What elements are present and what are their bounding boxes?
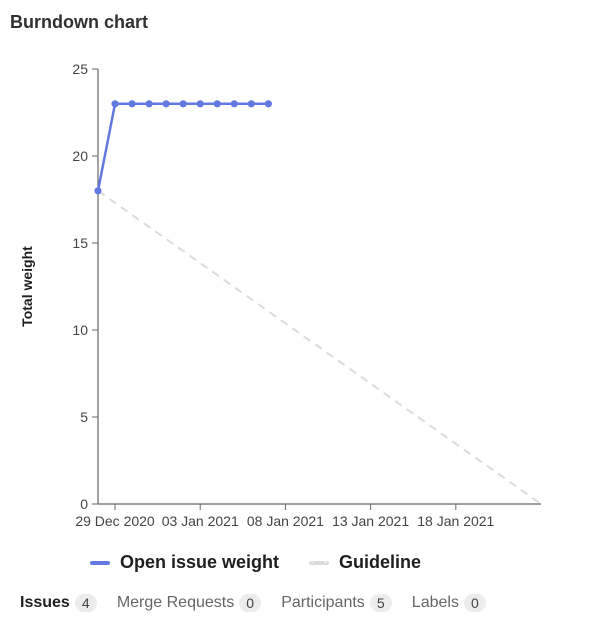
legend-item-open-issue-weight[interactable]: Open issue weight [90, 552, 279, 573]
legend-label-open-issue-weight: Open issue weight [120, 552, 280, 572]
tab-labels-count: 0 [463, 594, 486, 612]
legend-item-guideline[interactable]: Guideline [309, 552, 421, 573]
data-point-open-issue-weight [94, 187, 102, 195]
tab-merge-requests-label: Merge Requests [116, 594, 235, 611]
y-tick-label: 15 [72, 235, 88, 251]
data-point-open-issue-weight [128, 100, 136, 108]
x-tick-label: 18 Jan 2021 [417, 513, 494, 529]
burndown-chart: 0 5 10 15 20 25 29 Dec 2020 03 Jan 2021 08 Jan 2… [19, 61, 542, 529]
data-point-open-issue-weight [179, 100, 187, 108]
legend-swatch-guideline [309, 560, 330, 565]
data-point-open-issue-weight [213, 100, 221, 108]
tab-labels-label: Labels [411, 594, 459, 611]
tab-labels[interactable]: Labels 0 [412, 594, 486, 612]
tab-participants[interactable]: Participants 5 [281, 594, 392, 612]
x-tick-label: 03 Jan 2021 [162, 513, 239, 529]
legend-swatch-open-issue-weight [90, 560, 110, 565]
x-tick-label: 29 Dec 2020 [75, 513, 155, 529]
tab-issues-label: Issues [20, 594, 70, 611]
data-point-open-issue-weight [264, 100, 272, 108]
y-tick-label: 25 [72, 61, 88, 77]
x-tick-label: 08 Jan 2021 [247, 513, 324, 529]
tab-issues[interactable]: Issues 4 [20, 594, 97, 612]
y-tick-label: 10 [72, 322, 88, 338]
data-point-open-issue-weight [145, 100, 153, 108]
data-point-open-issue-weight [162, 100, 170, 108]
tab-participants-count: 5 [369, 594, 392, 612]
y-tick-label: 5 [80, 409, 88, 425]
legend-label-guideline: Guideline [339, 552, 422, 572]
y-tick-label: 20 [72, 148, 88, 164]
data-point-open-issue-weight [111, 100, 119, 108]
tab-issues-count: 4 [74, 594, 97, 612]
data-point-open-issue-weight [247, 100, 255, 108]
x-tick-label: 13 Jan 2021 [332, 513, 409, 529]
data-point-open-issue-weight [196, 100, 204, 108]
series-line-guideline [97, 189, 542, 505]
y-axis-label: Total weight [19, 246, 35, 327]
tab-merge-requests-count: 0 [239, 594, 262, 612]
milestone-tabs: Issues 4 Merge Requests 0 Participants 5… [20, 594, 486, 612]
page-title: Burndown chart [10, 12, 148, 32]
y-tick-label: 0 [80, 496, 88, 512]
tab-merge-requests[interactable]: Merge Requests 0 [116, 594, 262, 612]
data-point-open-issue-weight [230, 100, 238, 108]
series-line-open-issue-weight [96, 102, 269, 192]
tab-participants-label: Participants [281, 594, 365, 611]
chart-legend: Open issue weight Guideline [90, 552, 421, 573]
